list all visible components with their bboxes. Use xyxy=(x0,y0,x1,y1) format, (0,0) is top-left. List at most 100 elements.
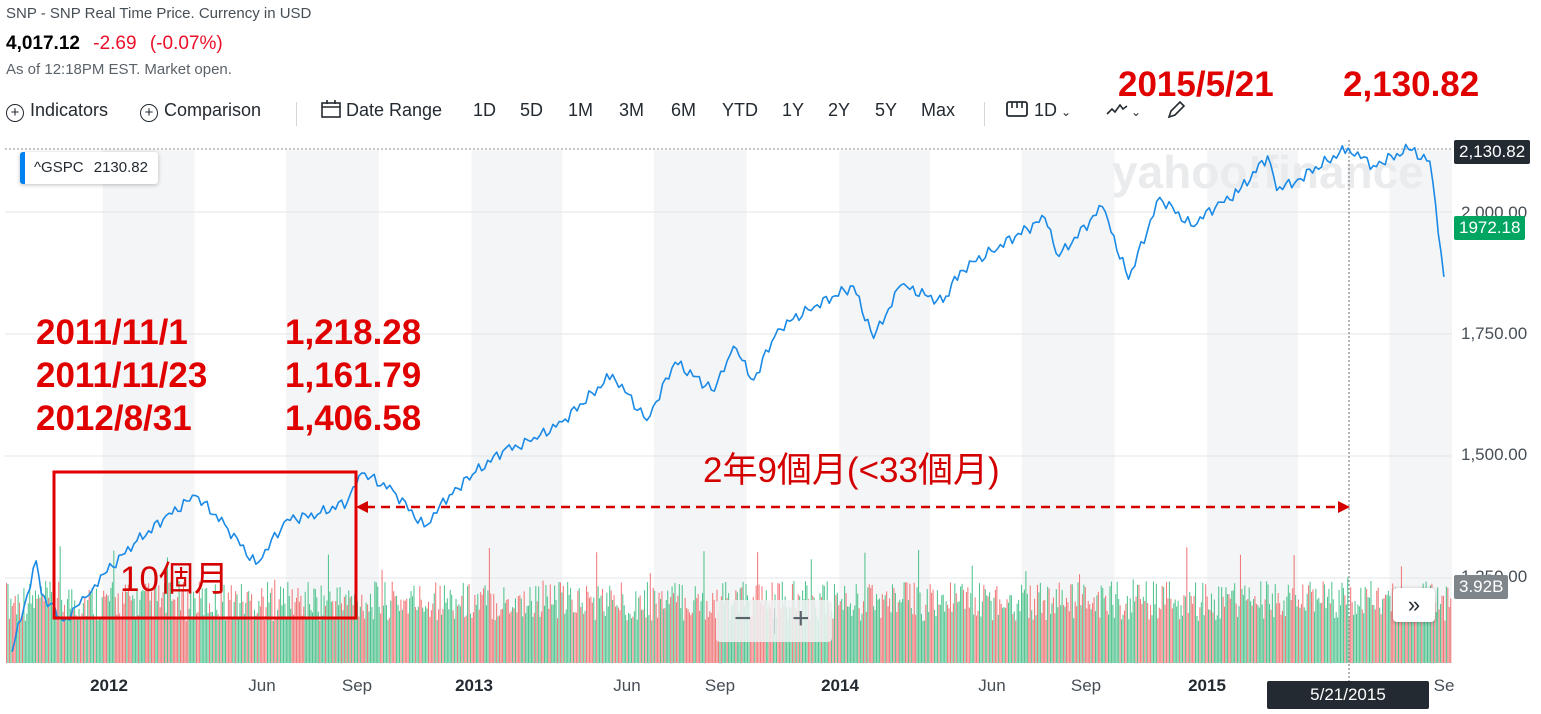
volume-bar xyxy=(501,608,503,663)
volume-bar xyxy=(858,608,860,663)
volume-bar xyxy=(265,607,267,663)
volume-bar xyxy=(1087,601,1089,663)
volume-bar xyxy=(604,615,606,663)
volume-bar xyxy=(499,615,501,663)
volume-bar xyxy=(1251,605,1253,663)
volume-bar xyxy=(1189,591,1191,663)
volume-bar xyxy=(860,620,862,663)
draw-tool-button[interactable] xyxy=(1166,100,1186,125)
volume-bar xyxy=(1013,611,1015,663)
volume-bar xyxy=(974,597,976,663)
volume-bar xyxy=(652,587,654,663)
volume-bar xyxy=(707,617,709,663)
annotation-value-2: 1,161.79 xyxy=(285,356,422,395)
volume-bar xyxy=(941,595,943,663)
volume-bar xyxy=(223,584,225,663)
volume-bar xyxy=(459,606,461,663)
range-5y[interactable]: 5Y xyxy=(875,100,898,120)
expand-button[interactable]: » xyxy=(1393,588,1435,622)
range-2y[interactable]: 2Y xyxy=(828,100,851,120)
volume-bar xyxy=(493,594,495,663)
comparison-button[interactable]: + Comparison xyxy=(140,100,261,122)
volume-bar xyxy=(58,581,60,663)
volume-bar xyxy=(52,609,54,663)
volume-bar xyxy=(39,597,41,663)
volume-bar xyxy=(372,619,374,663)
volume-bar xyxy=(552,604,554,663)
zoom-out-button[interactable]: − xyxy=(734,602,752,635)
volume-bar xyxy=(673,593,675,663)
volume-bar xyxy=(113,550,115,663)
x-tick-2013: 2013 xyxy=(455,676,493,695)
volume-bar xyxy=(606,592,608,663)
volume-bar xyxy=(628,612,630,663)
annotation-duration-long: 2年9個月(<33個月) xyxy=(703,451,1000,490)
volume-bar xyxy=(839,601,841,663)
volume-bar xyxy=(1216,615,1218,663)
volume-bar xyxy=(990,600,992,663)
volume-bar xyxy=(403,600,405,663)
annotation-date-3: 2012/8/31 xyxy=(36,399,192,438)
chart-type-dropdown[interactable]: ⌄ xyxy=(1106,100,1141,121)
range-max[interactable]: Max xyxy=(921,100,956,120)
volume-bar xyxy=(65,618,67,663)
zoom-in-button[interactable]: + xyxy=(792,602,810,635)
volume-bar xyxy=(27,603,29,663)
range-3m[interactable]: 3M xyxy=(619,100,645,120)
volume-bar xyxy=(1295,595,1297,663)
volume-bar xyxy=(127,584,129,663)
volume-bar xyxy=(1028,617,1030,663)
volume-bar xyxy=(90,593,92,663)
range-1d[interactable]: 1D xyxy=(473,100,497,120)
volume-bar xyxy=(848,606,850,663)
series-legend[interactable]: ^GSPC 2130.82 xyxy=(20,152,158,184)
volume-bar xyxy=(407,613,409,663)
volume-bar xyxy=(986,595,988,663)
volume-bar xyxy=(976,615,978,663)
volume-bar xyxy=(952,603,954,663)
price-point xyxy=(254,562,258,566)
volume-bar xyxy=(912,614,914,663)
volume-bar xyxy=(462,582,464,663)
volume-bar xyxy=(174,599,176,663)
volume-bar xyxy=(620,582,622,663)
volume-bar xyxy=(665,600,667,663)
volume-bar xyxy=(1106,610,1108,663)
volume-bar xyxy=(14,596,16,663)
volume-bar xyxy=(994,589,996,663)
volume-bar xyxy=(164,583,166,663)
volume-bar xyxy=(612,600,614,663)
y-badge-volume: 3.92B xyxy=(1454,575,1509,599)
volume-bar xyxy=(557,618,559,663)
volume-bar xyxy=(1332,599,1334,663)
volume-bar xyxy=(1276,603,1278,663)
indicators-button[interactable]: + Indicators xyxy=(6,100,108,122)
volume-bar xyxy=(545,585,547,663)
price-point xyxy=(1266,154,1270,158)
volume-bar xyxy=(145,583,147,663)
volume-bar xyxy=(1229,598,1231,663)
volume-bar xyxy=(543,605,545,663)
volume-bar xyxy=(684,597,686,663)
volume-bar xyxy=(520,598,522,663)
range-ytd[interactable]: YTD xyxy=(722,100,758,120)
range-5d[interactable]: 5D xyxy=(520,100,544,120)
volume-bar xyxy=(1412,601,1414,663)
volume-bar xyxy=(481,594,483,663)
range-6m[interactable]: 6M xyxy=(671,100,697,120)
zoom-controls: − + xyxy=(716,600,832,642)
volume-bar xyxy=(688,612,690,663)
price-point xyxy=(712,389,716,393)
volume-bar xyxy=(1000,604,1002,663)
volume-bar xyxy=(393,591,395,663)
volume-bar xyxy=(433,593,435,663)
volume-bar xyxy=(1293,555,1295,663)
range-1m[interactable]: 1M xyxy=(568,100,594,120)
volume-bar xyxy=(332,601,334,663)
range-1y[interactable]: 1Y xyxy=(782,100,805,120)
toolbar-divider xyxy=(984,102,985,126)
date-range-button[interactable]: Date Range xyxy=(321,100,442,121)
volume-bar xyxy=(1009,594,1011,663)
interval-dropdown[interactable]: 1D ⌄ xyxy=(1006,100,1071,121)
volume-bar xyxy=(1016,603,1018,663)
